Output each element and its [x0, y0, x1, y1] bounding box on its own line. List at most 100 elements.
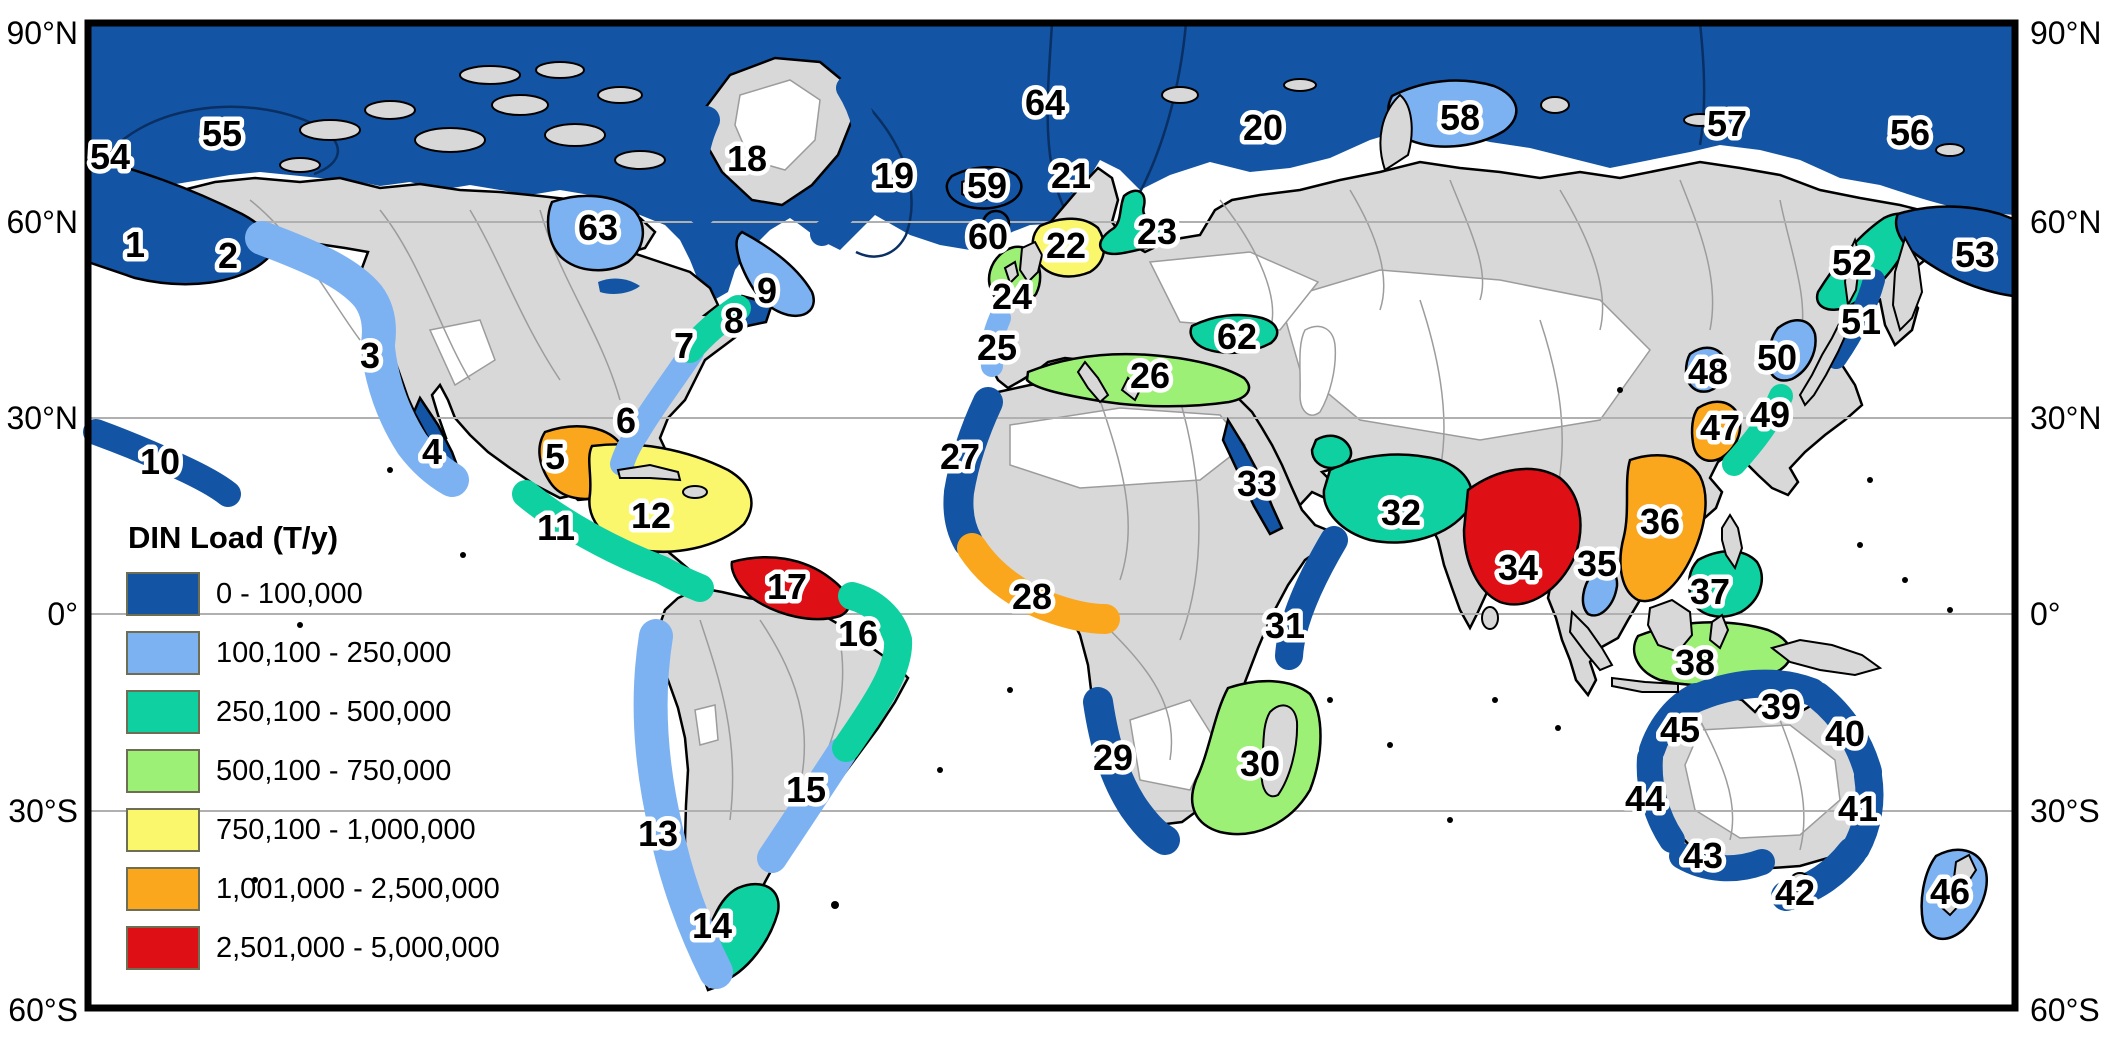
lme-6-shape: [610, 340, 704, 476]
region-label-52: 52: [1832, 242, 1872, 283]
axis-labels: 90°N 60°N 30°N 0° 30°S 60°S 90°N 60°N 30°N 0° 30°S…: [7, 15, 2102, 1028]
region-label-20: 20: [1243, 107, 1283, 148]
region-label-48: 48: [1688, 351, 1728, 392]
lme-28-shape: [957, 533, 1120, 634]
region-label-60: 60: [968, 216, 1008, 257]
region-label-62: 62: [1217, 316, 1257, 357]
region-label-34: 34: [1498, 547, 1538, 588]
region-label-53: 53: [1955, 234, 1995, 275]
region-label-16: 16: [838, 613, 878, 654]
lme-60-shape: [981, 209, 1011, 239]
legend-swatch-teal: [126, 690, 200, 734]
lme-27-shape: [943, 387, 1003, 557]
region-label-30: 30: [1240, 743, 1280, 784]
legend-item-darkblue: 0 - 100,000: [126, 572, 500, 616]
legend-label-lightblue: 100,100 - 250,000: [216, 636, 452, 669]
legend-item-red: 2,501,000 - 5,000,000: [126, 926, 500, 970]
legend-item-lightgreen: 500,100 - 750,000: [126, 749, 500, 793]
island-greece: [1120, 376, 1142, 402]
region-label-27: 27: [940, 436, 980, 477]
lme-16-shape: [832, 582, 913, 762]
lme-32-gulf-shape: [1310, 434, 1353, 470]
lme-34-shape: [1462, 467, 1582, 606]
island-philippines: [1721, 513, 1744, 571]
region-label-38: 38: [1675, 642, 1715, 683]
lme-50-shape: [1766, 319, 1817, 382]
great-lakes: [598, 278, 640, 294]
island-srilanka: [1481, 606, 1499, 630]
lme-36-shape: [1619, 454, 1707, 603]
island-java: [1611, 676, 1679, 693]
legend-label-darkblue: 0 - 100,000: [216, 577, 363, 610]
island-sakhalin: [1843, 237, 1862, 309]
axis-right-3: 0°: [2030, 596, 2061, 632]
lme-19-shape: [810, 76, 879, 246]
lme-35-shape: [1581, 567, 1619, 617]
arctic-islands: [279, 61, 1965, 173]
lme-63-shape: [546, 194, 645, 272]
region-label-56: 56: [1890, 112, 1930, 153]
map-details: [252, 278, 1953, 909]
legend-label-orange: 1,001,000 - 2,500,000: [216, 872, 500, 905]
island-italy: [1076, 360, 1110, 404]
island-madagascar: [1260, 704, 1299, 798]
lme-13-shape: [633, 619, 733, 989]
island-sumatra: [1568, 609, 1614, 672]
lme-15-shape: [757, 737, 857, 873]
lme-47-shape: [1690, 400, 1742, 462]
lme-2-shape: [245, 221, 396, 361]
region-label-7: 7: [674, 325, 694, 366]
region-label-51: 51: [1841, 301, 1881, 342]
region-label-64: 64: [1025, 82, 1065, 123]
region-label-37: 37: [1690, 571, 1730, 612]
region-label-39: 39: [1761, 686, 1801, 727]
region-label-15: 15: [786, 769, 826, 810]
axis-right-0: 90°N: [2030, 15, 2102, 51]
ocean-speck-islands: [252, 387, 1953, 909]
region-label-40: 40: [1825, 713, 1865, 754]
region-label-4: 4: [422, 431, 442, 472]
legend-label-teal: 250,100 - 500,000: [216, 695, 452, 728]
lme-9-shape: [735, 230, 815, 318]
island-japan: [1798, 320, 1850, 407]
axis-left-5: 60°S: [8, 992, 78, 1028]
region-label-23: 23: [1137, 211, 1177, 252]
legend-swatch-yellow: [126, 808, 200, 852]
lme-23-shape: [1098, 189, 1172, 256]
lme-45-shape: [1639, 683, 1709, 763]
region-label-17: 17: [767, 566, 807, 607]
legend-swatch-red: [126, 926, 200, 970]
region-label-29: 29: [1093, 737, 1133, 778]
region-label-25: 25: [977, 327, 1017, 368]
legend-label-lightgreen: 500,100 - 750,000: [216, 754, 452, 787]
axis-right-5: 60°S: [2030, 992, 2100, 1028]
lme-62-shape: [1189, 313, 1279, 355]
axis-right-4: 30°S: [2030, 793, 2100, 829]
region-label-35: 35: [1577, 543, 1617, 584]
region-label-22: 22: [1046, 225, 1086, 266]
island-cuba: [616, 463, 682, 482]
region-label-54: 54: [90, 136, 130, 177]
island-tasmania: [1789, 872, 1811, 892]
region-label-10: 10: [140, 441, 180, 482]
region-label-44: 44: [1625, 778, 1665, 819]
region-label-45: 45: [1660, 709, 1700, 750]
legend-item-lightblue: 100,100 - 250,000: [126, 631, 500, 675]
legend-item-teal: 250,100 - 500,000: [126, 690, 500, 734]
region-label-19: 19: [874, 155, 914, 196]
island-nz-south: [1937, 883, 1966, 917]
island-kamchatka: [1891, 235, 1924, 332]
region-label-46: 46: [1930, 871, 1970, 912]
axis-right-1: 60°N: [2030, 204, 2102, 240]
region-label-12: 12: [631, 495, 671, 536]
region-label-58: 58: [1440, 97, 1480, 138]
lme-44-shape: [1636, 745, 1685, 853]
region-label-2: 2: [218, 235, 238, 276]
legend-swatch-darkblue: [126, 572, 200, 616]
legend-swatch-orange: [126, 867, 200, 911]
region-label-18: 18: [727, 138, 767, 179]
region-label-21: 21: [1051, 155, 1091, 196]
